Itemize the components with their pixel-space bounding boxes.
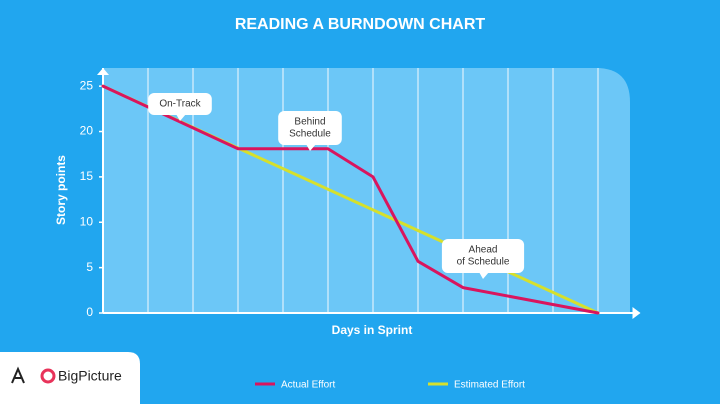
callout-pointer: [479, 272, 489, 279]
callout-text: Ahead: [469, 245, 498, 256]
y-tick-label: 15: [80, 169, 94, 183]
data-line: [101, 84, 600, 315]
y-tick-label: 0: [86, 305, 93, 319]
logo-text: BigPicture: [58, 368, 122, 384]
logo-box: [0, 352, 140, 404]
callout-text: Schedule: [289, 129, 331, 140]
callout-box: [441, 239, 525, 273]
callout-box: [148, 93, 212, 115]
x-axis-label: Days in Sprint: [332, 323, 413, 337]
callout-text: On-Track: [159, 99, 201, 110]
y-tick-label: 5: [86, 260, 93, 274]
legend-label: Actual Effort: [281, 380, 336, 391]
y-tick-label: 20: [80, 124, 94, 138]
callout-text: of Schedule: [457, 257, 510, 268]
y-tick-label: 25: [80, 78, 94, 92]
axis-arrow: [97, 68, 109, 75]
callout-text: Behind: [294, 117, 325, 128]
y-tick-label: 10: [80, 214, 94, 228]
callout-box: [278, 111, 342, 145]
y-axis-label: Story points: [54, 155, 68, 225]
axis-arrow: [632, 307, 641, 319]
legend-label: Estimated Effort: [454, 380, 525, 391]
chart-title: READING A BURNDOWN CHART: [235, 16, 486, 33]
callout-pointer: [176, 114, 186, 121]
logo-icon: [40, 368, 56, 384]
callout-pointer: [306, 144, 316, 151]
logo-icon: [11, 366, 25, 384]
